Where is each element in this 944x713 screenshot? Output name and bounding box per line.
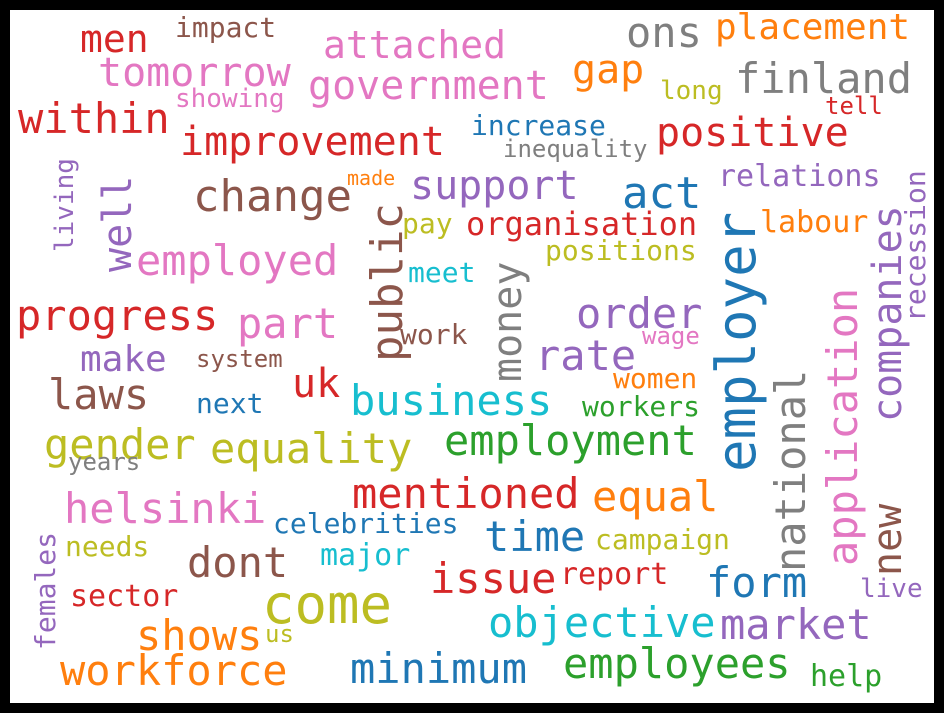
- word-laws: laws: [48, 370, 150, 419]
- word-act: act: [622, 168, 702, 219]
- word-showing: showing: [175, 84, 285, 114]
- word-made: made: [347, 166, 396, 190]
- word-make: make: [80, 339, 167, 380]
- word-employer: employer: [705, 211, 768, 472]
- word-public: public: [362, 203, 413, 362]
- word-time: time: [484, 512, 586, 561]
- word-workforce: workforce: [60, 646, 288, 695]
- word-finland: finland: [735, 54, 913, 103]
- word-support: support: [410, 163, 579, 209]
- word-work: work: [400, 318, 468, 351]
- word-men: men: [80, 17, 149, 61]
- word-equal: equal: [592, 472, 719, 521]
- word-market: market: [720, 600, 872, 649]
- word-sector: sector: [70, 579, 179, 614]
- word-impact: impact: [175, 11, 277, 44]
- word-help: help: [810, 659, 883, 694]
- word-celebrities: celebrities: [273, 507, 459, 540]
- word-gender: gender: [44, 420, 196, 469]
- word-part: part: [237, 299, 339, 348]
- word-inequality: inequality: [503, 135, 648, 163]
- word-needs: needs: [65, 530, 150, 563]
- word-positions: positions: [545, 234, 697, 267]
- word-business: business: [350, 376, 553, 425]
- word-increase: increase: [471, 109, 606, 142]
- word-years: years: [68, 448, 141, 476]
- word-workers: workers: [582, 390, 701, 423]
- word-campaign: campaign: [595, 523, 730, 556]
- word-issue: issue: [430, 554, 557, 603]
- word-placement: placement: [715, 10, 911, 48]
- word-living: living: [50, 158, 80, 252]
- word-employed: employed: [136, 236, 339, 285]
- word-employees: employees: [563, 639, 791, 688]
- word-women: women: [613, 362, 698, 395]
- word-organisation: organisation: [466, 205, 698, 243]
- word-dont: dont: [187, 538, 289, 587]
- word-equality: equality: [210, 424, 413, 473]
- word-major: major: [320, 538, 411, 573]
- word-labour: labour: [760, 205, 869, 240]
- word-within: within: [18, 94, 170, 143]
- word-females: females: [29, 531, 62, 650]
- word-report: report: [560, 557, 669, 592]
- word-meet: meet: [408, 256, 476, 289]
- word-us: us: [265, 620, 294, 648]
- word-national: national: [766, 369, 815, 572]
- word-long: long: [660, 76, 723, 106]
- word-improvement: improvement: [180, 119, 445, 165]
- word-shows: shows: [136, 611, 263, 660]
- word-positive: positive: [656, 110, 849, 156]
- word-objective: objective: [488, 598, 716, 647]
- word-uk: uk: [292, 361, 341, 407]
- word-next: next: [196, 387, 264, 420]
- word-live: live: [860, 574, 923, 604]
- word-tomorrow: tomorrow: [98, 50, 291, 96]
- word-order: order: [576, 289, 703, 338]
- word-new: new: [865, 503, 911, 576]
- word-recession: recession: [899, 170, 932, 322]
- word-change: change: [193, 171, 352, 222]
- word-application: application: [818, 287, 867, 566]
- word-tell: tell: [825, 92, 883, 120]
- word-come: come: [262, 573, 393, 636]
- word-form: form: [706, 558, 808, 607]
- word-minimum: minimum: [350, 644, 528, 693]
- word-helsinki: helsinki: [64, 484, 267, 533]
- word-mentioned: mentioned: [352, 469, 580, 518]
- word-wage: wage: [642, 322, 700, 350]
- word-government: government: [308, 63, 549, 109]
- word-well: well: [95, 175, 141, 272]
- word-gap: gap: [572, 47, 645, 93]
- word-rate: rate: [535, 331, 637, 380]
- word-pay: pay: [402, 207, 453, 240]
- word-system: system: [196, 345, 283, 373]
- word-relations: relations: [718, 159, 881, 194]
- word-ons: ons: [626, 10, 702, 57]
- word-money: money: [485, 261, 531, 382]
- word-progress: progress: [16, 291, 219, 340]
- word-cloud: men impact attached ons placement tomorr…: [10, 10, 934, 703]
- word-employment: employment: [444, 416, 697, 465]
- word-attached: attached: [323, 23, 507, 67]
